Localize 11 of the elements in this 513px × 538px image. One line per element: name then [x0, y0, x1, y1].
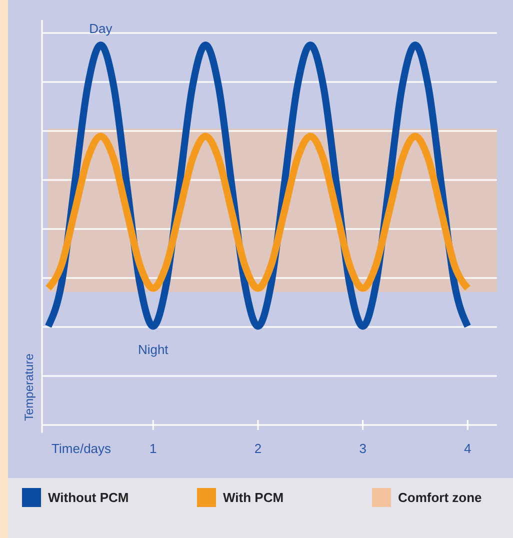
- legend-label: With PCM: [223, 490, 284, 505]
- x-axis-title: Time/days: [52, 441, 112, 456]
- x-tick-label: 4: [464, 441, 472, 456]
- annotation: Night: [138, 342, 169, 358]
- legend-label: Comfort zone: [398, 490, 482, 505]
- y-axis-title: Temperature: [22, 353, 36, 421]
- legend-label: Without PCM: [48, 490, 129, 505]
- x-tick-label: 2: [254, 441, 262, 456]
- annotation: Day: [89, 21, 113, 36]
- x-tick-label: 1: [150, 441, 157, 456]
- x-tick-label: 3: [359, 441, 366, 456]
